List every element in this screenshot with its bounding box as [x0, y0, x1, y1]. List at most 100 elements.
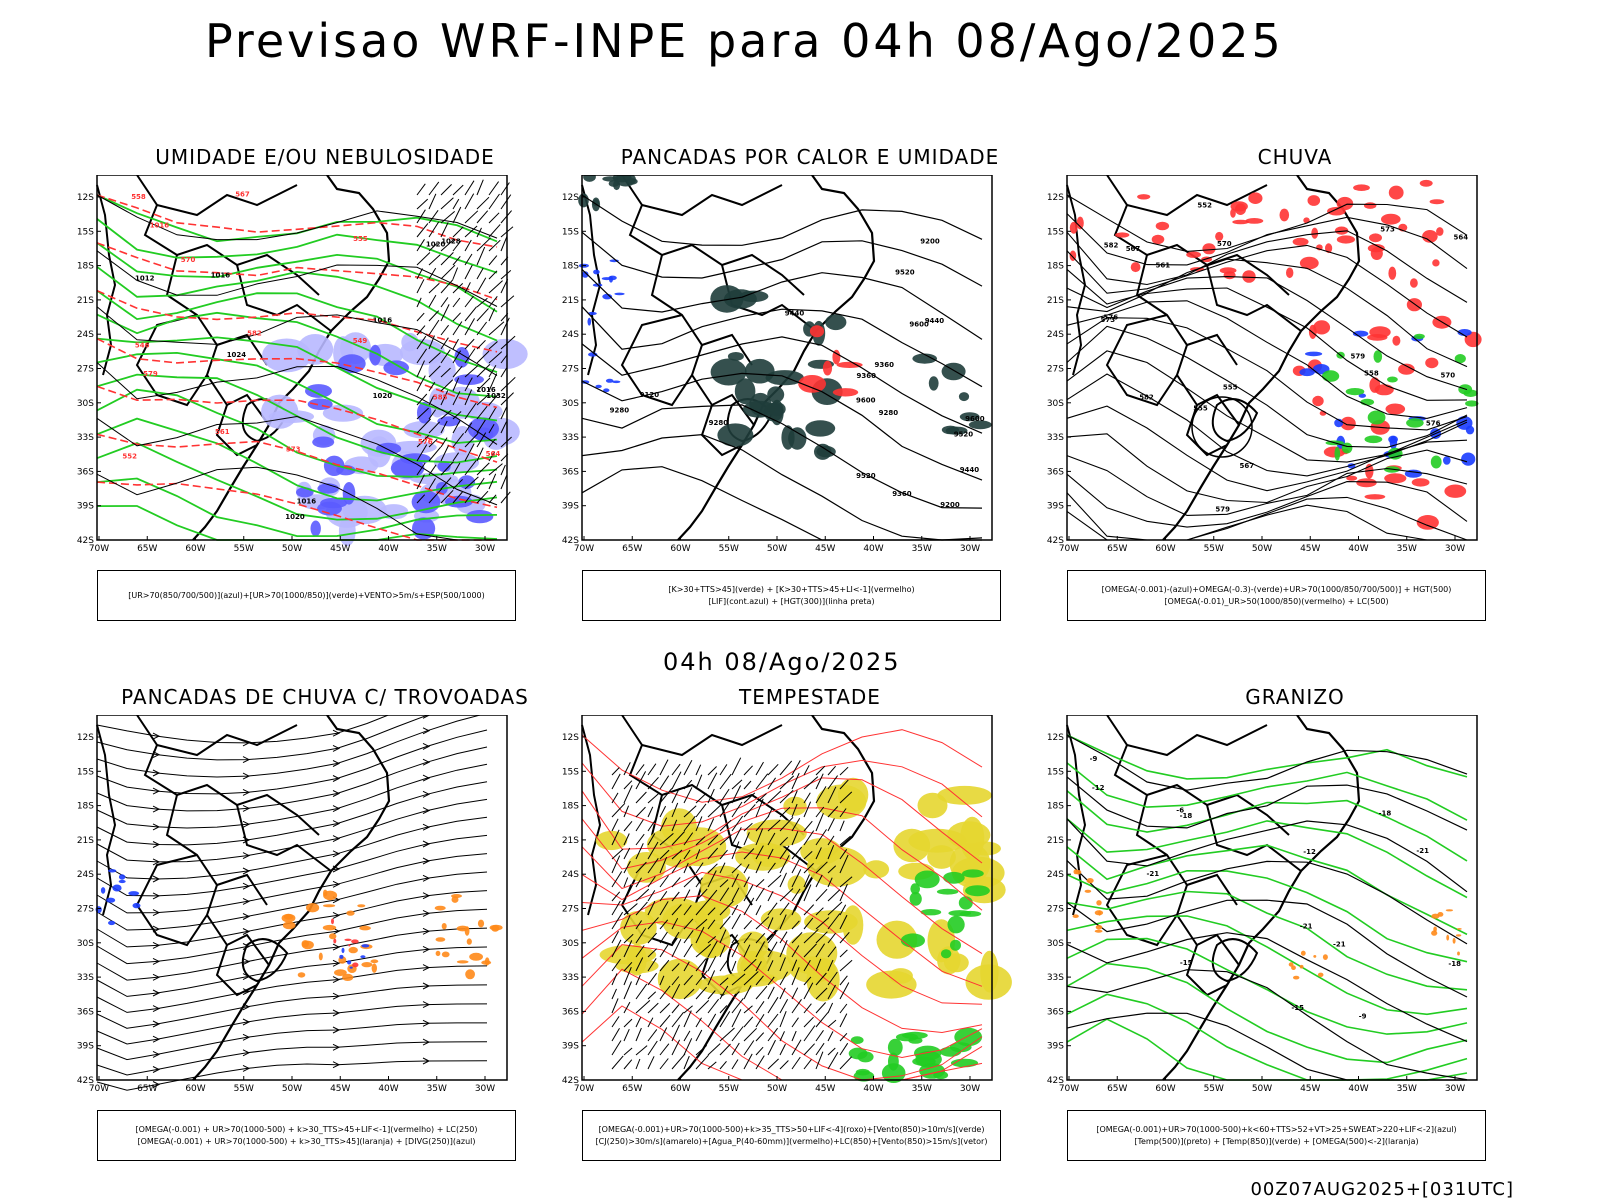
wind-arrow — [719, 1043, 731, 1056]
wind-arrow — [488, 364, 497, 378]
contour-label: 9200 — [940, 501, 960, 509]
wind-arrow — [611, 988, 617, 1000]
wind-arrow — [416, 360, 425, 378]
shade-cell — [1373, 350, 1383, 363]
shade-cell — [902, 1031, 928, 1039]
shade-cell — [347, 960, 352, 965]
wind-arrow — [731, 873, 739, 888]
contour-line — [1066, 932, 1468, 1043]
border-line — [1126, 184, 1268, 217]
wind-arrow — [743, 958, 757, 972]
lat-tick-label: 18S — [77, 262, 94, 272]
shade-cell — [968, 420, 992, 430]
wind-arrow — [767, 807, 773, 818]
contour-line — [1066, 276, 1468, 391]
legend-box: [K>30+TTS>45](verde) + [K>30+TTS>45+LI<-… — [582, 570, 1001, 621]
wind-arrow — [803, 884, 812, 902]
wind-arrow — [815, 786, 827, 804]
wind-arrow — [839, 959, 853, 972]
wind-arrow — [647, 948, 658, 958]
shade-cell — [451, 426, 474, 456]
wind-arrow — [695, 1029, 703, 1042]
streamline-arrow — [242, 820, 251, 828]
lat-tick-label: 33S — [77, 973, 94, 983]
wind-arrow — [719, 977, 729, 986]
shade-cell — [1437, 912, 1444, 917]
wind-arrow — [755, 905, 762, 916]
shade-cell — [456, 960, 469, 964]
border-line — [156, 724, 298, 757]
shaded-region — [331, 918, 359, 968]
country-outline — [1211, 938, 1259, 983]
shade-cell — [1327, 206, 1346, 216]
shade-cell — [700, 865, 749, 908]
lon-tick-label: 50W — [1252, 544, 1272, 554]
wind-arrow — [779, 1011, 787, 1028]
shade-cell — [1465, 425, 1475, 435]
streamline-arrow — [332, 1043, 341, 1051]
wind-arrow — [683, 904, 692, 916]
shade-cell — [282, 921, 296, 930]
wind-arrow — [707, 1013, 717, 1028]
wind-arrow — [767, 1039, 776, 1056]
shade-cell — [848, 1047, 868, 1060]
lat-tick-label: 42S — [1047, 1076, 1064, 1086]
shade-cell — [959, 910, 982, 917]
lon-tick-label: 40W — [863, 1084, 883, 1094]
shade-cell — [371, 963, 377, 973]
wind-arrow — [428, 210, 439, 224]
wind-arrow — [827, 913, 841, 930]
wind-arrow — [611, 829, 620, 846]
wind-arrow — [695, 816, 703, 832]
wind-arrow — [635, 843, 644, 860]
streamline-arrow — [422, 945, 431, 953]
wind-arrow — [488, 494, 497, 504]
border-line — [135, 854, 208, 947]
shade-cell — [108, 920, 116, 926]
shade-cell — [863, 860, 890, 879]
wind-arrow — [440, 197, 454, 210]
wind-arrow — [731, 815, 744, 832]
wind-arrow — [695, 1000, 710, 1014]
wind-arrow — [839, 1003, 848, 1014]
wind-arrow — [707, 936, 717, 944]
wind-arrow — [743, 864, 750, 874]
streamline-arrow — [152, 957, 161, 965]
wind-arrow — [755, 975, 764, 986]
lon-tick-label: 65W — [137, 544, 157, 554]
wind-arrow — [635, 806, 646, 818]
wind-arrow — [476, 490, 489, 504]
wind-arrow — [428, 267, 437, 280]
wind-arrow — [791, 920, 800, 930]
contour-label: 9600 — [856, 396, 876, 404]
shade-cell — [361, 962, 373, 968]
wind-arrow — [428, 488, 443, 504]
wind-arrow — [488, 407, 497, 420]
wind-arrow — [791, 999, 802, 1014]
wind-arrow — [452, 297, 461, 308]
lat-tick-label: 30S — [1047, 399, 1064, 409]
lon-tick-label: 45W — [1300, 1084, 1320, 1094]
contour-label: -15 — [1180, 959, 1193, 967]
shade-cell — [965, 964, 1012, 1000]
shade-cell — [920, 909, 942, 916]
lat-tick-label: 12S — [1047, 733, 1064, 743]
wind-arrow — [671, 1004, 680, 1014]
wind-arrow — [464, 377, 473, 392]
wind-arrow — [755, 1014, 765, 1028]
streamline-arrow — [152, 841, 161, 848]
lon-tick-label: 30W — [1445, 544, 1465, 554]
wind-arrow — [623, 903, 638, 916]
contour-label: 570 — [181, 256, 196, 264]
wind-arrow — [428, 381, 436, 392]
wind-arrow — [611, 792, 619, 804]
wind-arrow — [755, 761, 764, 776]
shade-cell — [297, 972, 306, 978]
wind-arrow — [635, 888, 650, 902]
wind-arrow — [635, 861, 647, 874]
wind-arrow — [755, 798, 764, 818]
wind-arrow — [488, 451, 496, 462]
lon-tick-label: 40W — [1348, 1084, 1368, 1094]
wind-arrow — [647, 1017, 654, 1028]
